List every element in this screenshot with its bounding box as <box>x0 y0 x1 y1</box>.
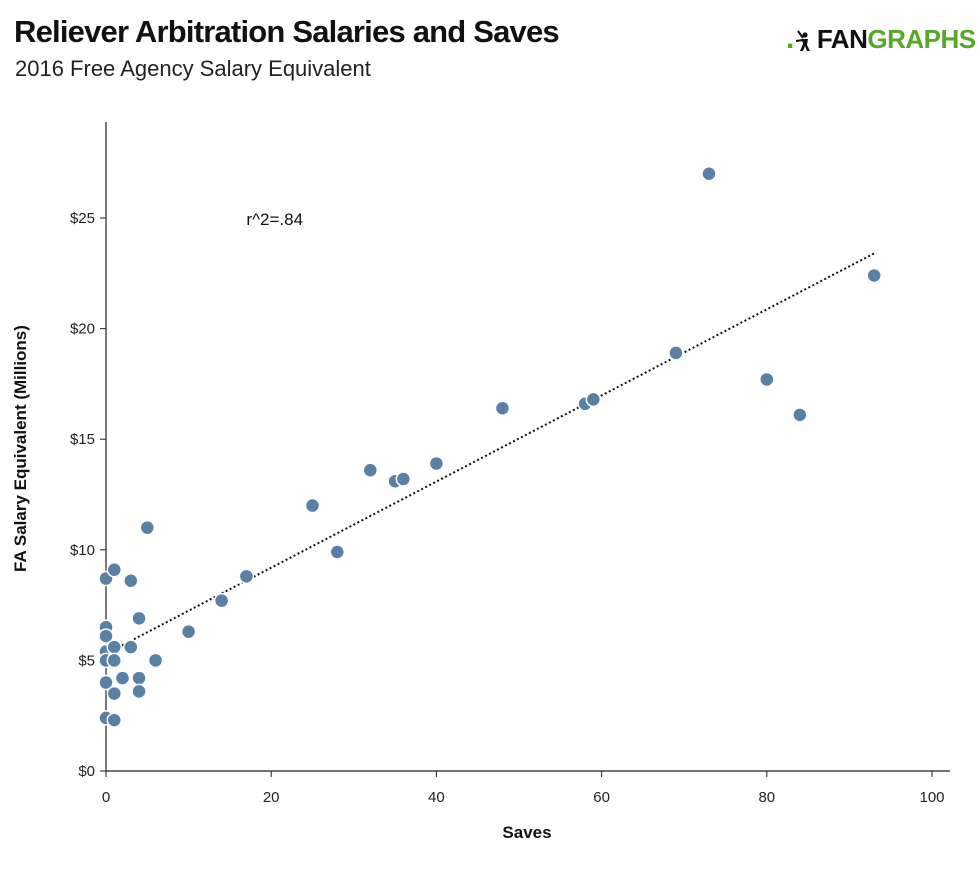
y-axis-label: FA Salary Equivalent (Millions) <box>11 325 30 572</box>
x-tick-label: 100 <box>919 789 944 806</box>
data-point <box>362 462 379 478</box>
data-point <box>106 712 123 728</box>
data-point <box>147 652 164 669</box>
data-point <box>668 345 684 361</box>
data-point <box>139 519 156 536</box>
x-ticks: 0 20 40 60 80 100 <box>102 771 945 806</box>
x-tick-label: 80 <box>758 789 775 806</box>
data-point <box>123 573 139 589</box>
y-tick-label: $20 <box>70 321 95 338</box>
data-point <box>585 391 602 408</box>
data-points <box>98 166 882 728</box>
chart-subtitle: 2016 Free Agency Salary Equivalent <box>15 56 371 81</box>
data-point <box>123 639 139 655</box>
y-tick-label: $5 <box>78 652 95 669</box>
data-point <box>428 455 445 472</box>
data-point <box>304 497 321 514</box>
y-tick-label: $15 <box>70 431 95 448</box>
x-tick-label: 20 <box>263 789 280 806</box>
data-point <box>106 685 123 702</box>
data-point <box>106 561 123 578</box>
data-point <box>131 683 147 700</box>
x-axis-label: Saves <box>502 823 551 842</box>
data-point <box>106 652 123 669</box>
y-tick-label: $25 <box>70 210 95 227</box>
x-tick-label: 40 <box>428 789 445 806</box>
data-point <box>792 407 808 423</box>
x-tick-label: 60 <box>593 789 610 806</box>
data-point <box>866 267 882 284</box>
data-point <box>759 371 775 388</box>
y-ticks: $0 $5 $10 $15 $20 $25 <box>70 210 106 780</box>
data-point <box>114 670 131 686</box>
data-point <box>98 674 114 691</box>
data-point <box>98 628 114 644</box>
data-point <box>329 544 346 560</box>
data-point <box>213 592 230 609</box>
data-point <box>395 471 412 487</box>
data-point <box>494 400 511 416</box>
y-tick-label: $0 <box>78 763 95 780</box>
data-point <box>180 623 197 640</box>
data-point <box>238 568 255 585</box>
data-point <box>131 610 147 627</box>
logo-text-fan: FAN <box>816 23 868 54</box>
data-point <box>701 166 717 182</box>
logo-text-graphs: GRAPHS <box>867 23 976 54</box>
y-tick-label: $10 <box>70 542 95 559</box>
batter-icon <box>795 28 815 51</box>
data-point <box>131 670 147 686</box>
chart-title: Reliever Arbitration Salaries and Saves <box>14 14 560 49</box>
r-squared-annotation: r^2=.84 <box>246 210 303 229</box>
fangraphs-logo[interactable]: . FAN GRAPHS <box>786 22 976 56</box>
logo-dots: . <box>786 22 794 55</box>
trendline <box>105 252 875 655</box>
axes <box>105 122 950 772</box>
x-tick-label: 0 <box>102 789 110 806</box>
data-point <box>106 639 123 655</box>
